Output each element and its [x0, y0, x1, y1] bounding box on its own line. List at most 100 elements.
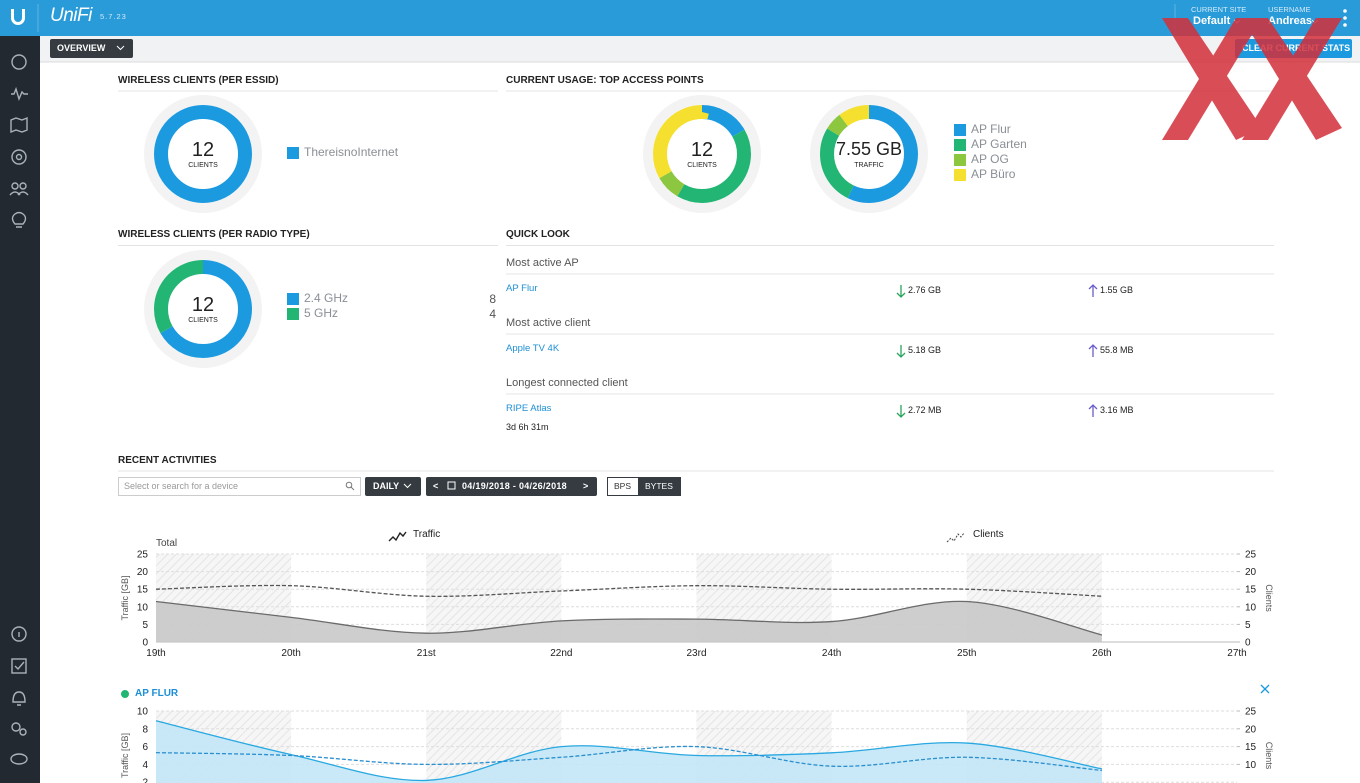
- legend-label: 5 GHz: [304, 306, 339, 320]
- quick-link[interactable]: AP Flur: [506, 283, 538, 294]
- quick-heading: Longest connected client: [506, 377, 628, 389]
- version: 5.7.23: [100, 12, 127, 21]
- traffic-arrows: [896, 284, 1098, 418]
- date-range: 04/19/2018 - 04/26/2018: [462, 481, 567, 491]
- section-rules: [118, 90, 1274, 472]
- interval: DAILY: [373, 481, 400, 491]
- prev[interactable]: <: [433, 481, 439, 491]
- quick-down: 2.72 MB: [908, 405, 942, 415]
- donut-total: 12: [191, 139, 215, 161]
- topbar: [0, 0, 1360, 36]
- view-label: OVERVIEW: [57, 43, 106, 53]
- line: [155, 600, 1103, 636]
- y-tick-label: 25: [137, 550, 149, 561]
- x-tick-label: 26th: [1092, 648, 1111, 659]
- y-tick-label: 20: [137, 567, 149, 578]
- legend-label: Clients: [973, 529, 1004, 540]
- legend-swatch: [287, 293, 299, 305]
- section-title: CURRENT USAGE: TOP ACCESS POINTS: [506, 75, 704, 86]
- chevron: [116, 45, 125, 51]
- legend-value: 8: [489, 292, 496, 306]
- section-title: RECENT ACTIVITIES: [118, 455, 217, 466]
- quick-down: 5.18 GB: [908, 345, 942, 355]
- y2-tick-label: 15: [1245, 585, 1257, 596]
- unit[interactable]: BPS: [614, 481, 632, 491]
- y2-axis-label: Clients: [1264, 584, 1274, 612]
- quick-detail: 3d 6h 31m: [506, 422, 549, 432]
- overview-button[interactable]: [50, 39, 133, 58]
- donut-label: CLIENTS: [687, 162, 717, 169]
- y-tick-label: 10: [137, 602, 149, 613]
- legend-value: 4: [489, 307, 496, 321]
- x-tick-label: 20th: [281, 648, 300, 659]
- clients-legend-icon: [946, 532, 965, 543]
- donut-segment: [154, 260, 252, 358]
- section-title: WIRELESS CLIENTS (PER ESSID): [118, 75, 279, 86]
- x-tick-label: 22nd: [550, 648, 572, 659]
- y-axis-label: Traffic [GB]: [120, 575, 130, 620]
- y-axis-label: Traffic [GB]: [120, 733, 130, 778]
- menu-dots[interactable]: [1343, 9, 1347, 27]
- legend-swatch: [287, 147, 299, 159]
- quick-link[interactable]: Apple TV 4K: [506, 343, 560, 354]
- y-tick-label: 8: [142, 724, 148, 735]
- y2-tick-label: 10: [1245, 602, 1257, 613]
- x-tick-label: 23rd: [686, 648, 706, 659]
- y2-tick-label: 15: [1245, 742, 1257, 753]
- legend-swatch: [954, 154, 966, 166]
- donut-total: 12: [690, 139, 714, 161]
- unit[interactable]: BYTES: [645, 481, 673, 491]
- line: [155, 584, 1102, 598]
- interval-button[interactable]: [365, 477, 421, 496]
- y-tick-label: 10: [137, 707, 149, 718]
- date-button[interactable]: [426, 477, 597, 496]
- quick-up: 55.8 MB: [1100, 345, 1134, 355]
- quick-up: 3.16 MB: [1100, 405, 1134, 415]
- legend-swatch: [954, 139, 966, 151]
- close-icon[interactable]: [1260, 684, 1270, 694]
- donut-label: TRAFFIC: [854, 162, 884, 169]
- y-tick-label: 4: [142, 760, 148, 771]
- y2-tick-label: 20: [1245, 724, 1257, 735]
- area: [156, 720, 1102, 783]
- donut-bg: [154, 105, 252, 203]
- nav-icons[interactable]: [9, 54, 29, 765]
- legend-swatch: [954, 124, 966, 136]
- y2-tick-label: 20: [1245, 567, 1257, 578]
- donut-label: CLIENTS: [188, 162, 218, 169]
- site[interactable]: Default: [1193, 15, 1231, 27]
- chart-title: Total: [156, 538, 178, 549]
- y2-tick-label: 5: [1245, 620, 1251, 631]
- next[interactable]: >: [583, 481, 589, 491]
- section-title: QUICK LOOK: [506, 229, 570, 240]
- user[interactable]: Andreas: [1268, 15, 1313, 27]
- x-tick-label: 25th: [957, 648, 976, 659]
- legend-swatch: [287, 308, 299, 320]
- donut-total: 7.55 GB: [835, 139, 903, 159]
- legend-label: AP Flur: [971, 122, 1011, 136]
- legend-label: AP Garten: [971, 137, 1027, 151]
- y2-tick-label: 10: [1245, 760, 1257, 771]
- y2-axis-label: Clients: [1264, 742, 1274, 770]
- y-tick-label: 0: [142, 638, 148, 649]
- legend-label: AP Büro: [971, 167, 1016, 181]
- x-tick-label: 19th: [146, 648, 165, 659]
- x-tick-label: 24th: [822, 648, 841, 659]
- donut-segment: [154, 105, 252, 203]
- search-box[interactable]: [118, 477, 361, 496]
- x-tick-label: 21st: [417, 648, 436, 659]
- donut-segment: [653, 105, 751, 203]
- traffic-legend-icon: [388, 531, 407, 542]
- y2-tick-label: 25: [1245, 550, 1257, 561]
- chart-title: AP FLUR: [135, 688, 179, 699]
- logo-icon: [11, 9, 25, 25]
- calendar-icon: [447, 481, 456, 490]
- section-title: WIRELESS CLIENTS (PER RADIO TYPE): [118, 229, 310, 240]
- quick-link[interactable]: RIPE Atlas: [506, 403, 552, 414]
- y2-tick-label: 25: [1245, 707, 1257, 718]
- donut-segment: [820, 105, 918, 203]
- legend-label: 2.4 GHz: [304, 291, 349, 305]
- donut-segment: [653, 105, 751, 203]
- bytes-toggle[interactable]: [638, 477, 681, 496]
- user-label: USERNAME: [1268, 5, 1311, 14]
